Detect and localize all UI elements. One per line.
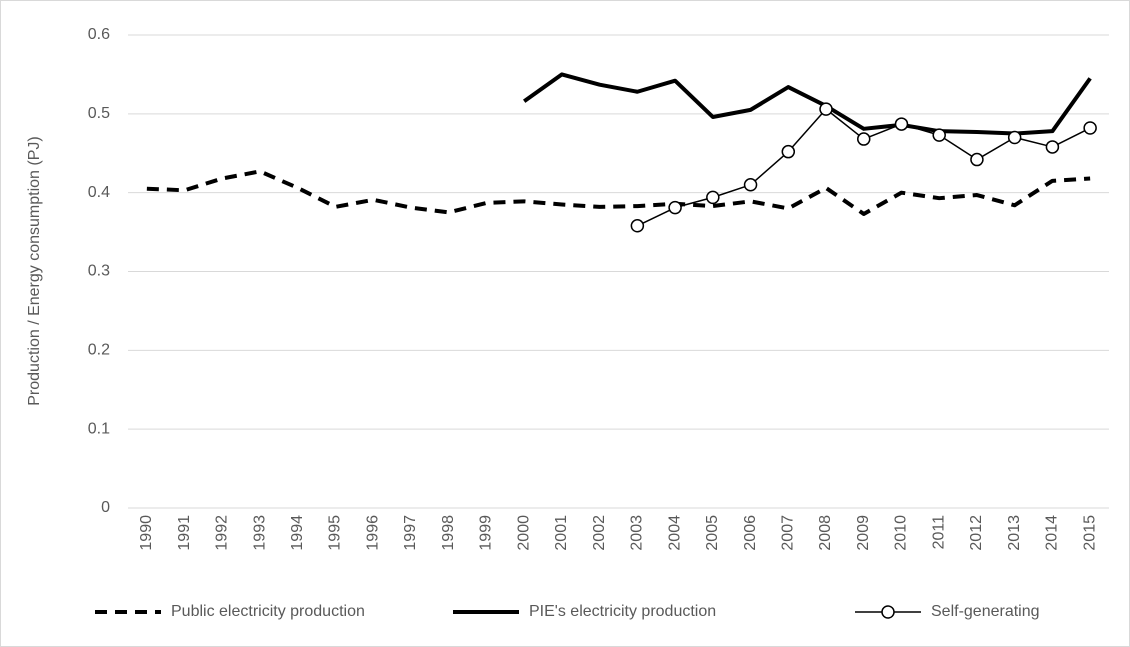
x-tick-label: 2010 [893,515,910,551]
x-tick-label: 2008 [817,515,834,551]
x-tick-label: 2011 [930,515,947,550]
point-marker [1083,121,1097,135]
legend-marker [881,605,895,619]
point-marker [743,178,758,192]
series-line [523,72,1092,136]
point-marker [819,102,833,116]
x-tick-label: 1992 [214,515,231,551]
y-tick-label: 0.1 [88,420,110,437]
x-tick-label: 2012 [968,515,985,551]
y-tick-label: 0 [101,499,110,516]
y-tick-label: 0.5 [88,105,110,122]
point-marker [857,132,871,146]
y-tick-label: 0.4 [88,184,110,201]
legend-label: Self-generating [931,603,1040,620]
x-tick-label: 1995 [327,515,344,551]
x-tick-label: 1994 [289,515,306,551]
x-tick-label: 2014 [1044,515,1061,551]
x-tick-label: 1998 [440,515,457,551]
x-tick-label: 1990 [138,515,155,551]
x-tick-label: 2003 [629,515,646,551]
x-tick-label: 2001 [553,515,570,551]
x-tick-label: 1996 [364,515,381,551]
point-marker [781,144,796,159]
y-tick-label: 0.6 [88,26,110,43]
legend-label: PIE's electricity production [529,603,716,620]
point-marker [932,128,946,142]
x-tick-label: 1997 [402,515,419,551]
y-tick-label: 0.3 [88,263,110,280]
legend-label: Public electricity production [171,603,365,620]
x-tick-label: 2000 [515,515,532,551]
x-tick-label: 1991 [176,515,193,551]
y-tick-label: 0.2 [88,342,110,359]
x-tick-label: 2009 [855,515,872,551]
series-line [146,169,1091,216]
x-tick-label: 2013 [1006,515,1023,551]
point-marker [894,117,909,131]
point-marker [1045,140,1060,154]
x-tick-label: 1999 [478,515,495,551]
point-marker [630,219,645,233]
x-tick-label: 1993 [251,515,268,551]
x-tick-label: 2007 [780,515,797,551]
x-tick-label: 2015 [1081,515,1098,551]
x-tick-label: 2004 [666,515,683,551]
point-marker [970,152,984,167]
x-tick-label: 2006 [742,515,759,551]
y-axis-label: Production / Energy consumption (PJ) [26,136,43,405]
x-tick-label: 2002 [591,515,608,551]
point-marker [668,200,682,215]
point-marker [706,190,720,205]
point-marker [1007,130,1022,145]
x-tick-label: 2005 [704,515,721,551]
